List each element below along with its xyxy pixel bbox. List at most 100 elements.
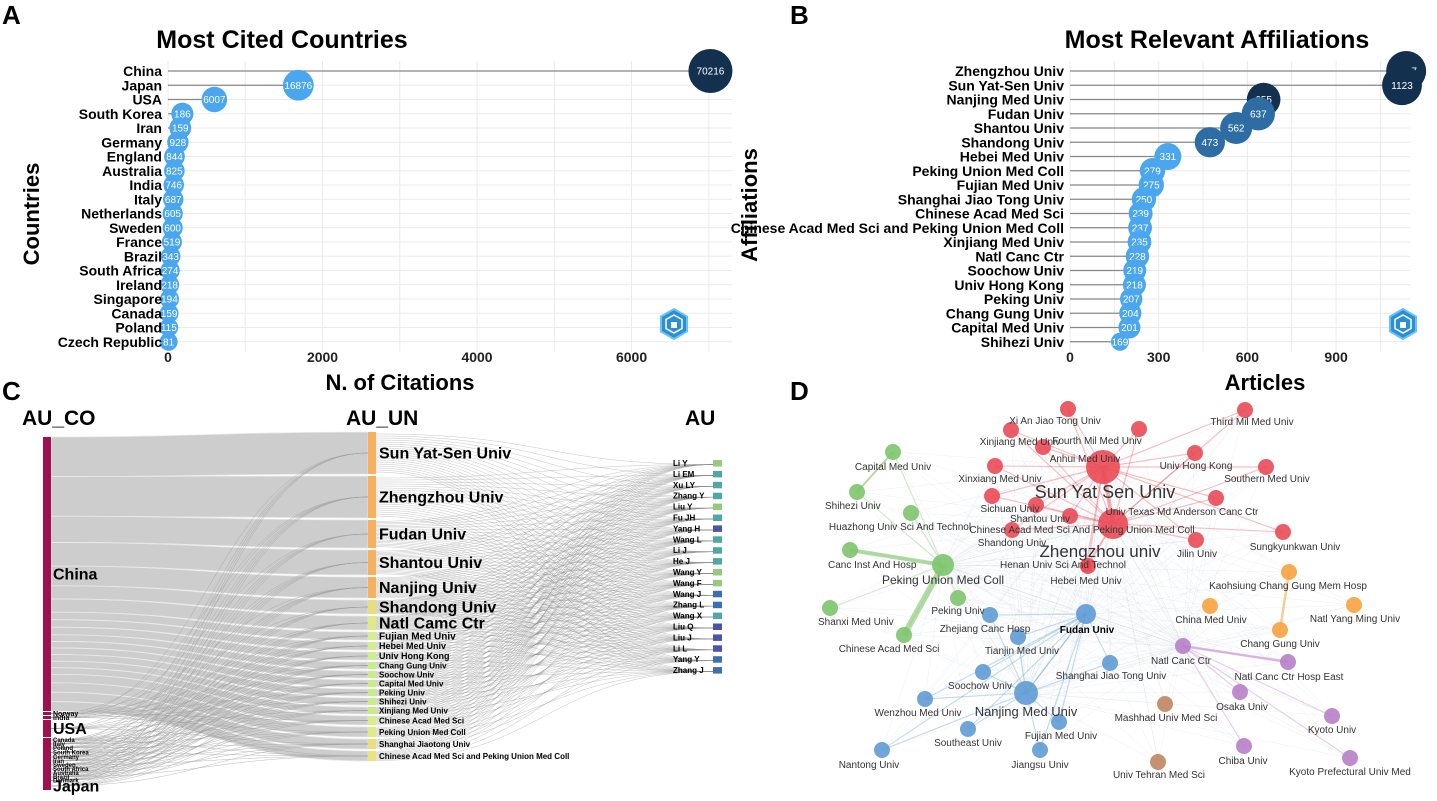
network-node-label: Henan Univ Sci And Technol <box>1000 560 1126 571</box>
network-node <box>975 664 991 680</box>
data-label: 605 <box>164 209 181 220</box>
sankey-flow <box>375 475 714 553</box>
data-label: 279 <box>1144 166 1161 177</box>
network-node-label: Natl Canc Ctr Hosp East <box>1235 672 1344 683</box>
network-edge <box>1042 446 1114 525</box>
network-edge <box>1025 662 1111 694</box>
network-edge <box>903 466 1104 636</box>
network-edge <box>903 634 1027 694</box>
network-node <box>1232 684 1248 700</box>
network-edge <box>994 465 1087 615</box>
network-edge <box>942 531 1284 566</box>
sankey-flow <box>375 584 714 637</box>
network-edge <box>957 523 1114 599</box>
sankey-flow <box>375 649 714 696</box>
network-edge <box>1102 466 1355 606</box>
network-node-label: Chinese Acad Med Sci And Peking Union Me… <box>969 525 1194 536</box>
network-edge <box>1025 466 1104 694</box>
lollipop-dot <box>163 174 184 196</box>
network-edge <box>957 597 1184 647</box>
sankey-flow <box>50 533 369 741</box>
x-tick-label: 900 <box>1324 349 1348 365</box>
network-node <box>984 488 1000 504</box>
sankey-flow <box>50 743 369 787</box>
lollipop-dot <box>160 260 180 281</box>
network-edge <box>1102 466 1281 631</box>
sankey-affiliation-node <box>368 671 376 678</box>
network-node-label: Chang Gung Univ <box>1240 639 1320 650</box>
sankey-flow <box>375 518 714 635</box>
network-edge <box>1039 613 1087 751</box>
sankey-flow <box>375 471 714 672</box>
network-edge <box>957 466 1104 599</box>
network-edge <box>1085 452 1196 615</box>
network-edge <box>1039 645 1184 751</box>
sankey-flow <box>50 655 369 770</box>
sankey-flow <box>375 503 714 607</box>
x-tick-label: 2000 <box>307 349 338 365</box>
sankey-flow <box>50 683 369 781</box>
sankey-flow <box>375 573 714 702</box>
network-edge <box>1182 466 1267 647</box>
sankey-flow <box>50 562 369 781</box>
network-edge <box>1017 466 1104 638</box>
sankey-flow <box>375 671 714 737</box>
x-tick-label: 6000 <box>616 349 647 365</box>
network-edge <box>942 497 1217 566</box>
sankey-flow <box>375 475 714 653</box>
network-edge <box>1025 531 1284 694</box>
network-edge <box>1112 523 1166 705</box>
network-edge <box>1112 409 1246 525</box>
lollipop-dot <box>1194 127 1226 158</box>
network-edge <box>1025 523 1114 694</box>
sankey-flow <box>50 731 369 781</box>
sankey-author-label: Li Y <box>673 459 688 468</box>
lollipop-dot <box>282 69 314 101</box>
sankey-flow <box>375 584 714 757</box>
sankey-flow <box>50 496 369 729</box>
category-label: China <box>123 63 162 79</box>
network-edge <box>1042 446 1087 615</box>
sankey-affiliation-node <box>368 727 376 737</box>
sankey-country-node <box>43 775 51 779</box>
category-label: India <box>129 177 162 193</box>
network-edge <box>942 564 1184 647</box>
sankey-flow <box>50 692 369 766</box>
sankey-flow <box>375 659 714 672</box>
network-edge <box>1112 523 1245 747</box>
network-node-label: Peking Univ <box>931 606 984 617</box>
network-edge <box>1010 429 1027 694</box>
sankey-country-node <box>43 716 51 719</box>
sankey-country-label: USA <box>53 721 87 738</box>
network-edge <box>989 614 1184 647</box>
network-edge <box>1109 523 1114 664</box>
network-edge <box>1017 523 1114 638</box>
sankey-affiliation-label: Chang Gung Univ <box>379 661 447 670</box>
sankey-flow <box>375 439 714 498</box>
chart-b-x-axis-title: Articles <box>1225 370 1306 395</box>
sankey-affiliation-node <box>368 600 376 614</box>
sankey-flow <box>375 518 714 655</box>
network-edge <box>1025 523 1114 694</box>
network-node <box>1187 445 1203 461</box>
sankey-country-node <box>43 720 51 737</box>
sankey-author-label: Wang L <box>673 535 702 544</box>
network-node <box>1237 402 1253 418</box>
sankey-affiliation-node <box>368 652 376 660</box>
network-edge <box>1182 645 1241 693</box>
network-edge <box>1182 571 1290 647</box>
sankey-affiliation-label: Shandong Univ <box>379 600 496 617</box>
sankey-flow <box>375 507 714 557</box>
network-edge <box>849 523 1114 551</box>
network-edge <box>1058 613 1087 723</box>
sankey-flow <box>50 683 369 729</box>
network-edge <box>967 613 1087 730</box>
data-label: 600 <box>164 223 181 234</box>
network-edge <box>1025 629 1281 694</box>
sankey-affiliation-label: Soochow Univ <box>379 670 435 679</box>
network-edge <box>1025 565 1087 694</box>
sankey-flow <box>375 595 714 685</box>
sankey-country-node <box>43 738 51 742</box>
sankey-author-label: Zhang L <box>673 601 704 610</box>
sankey-flow <box>375 475 714 580</box>
